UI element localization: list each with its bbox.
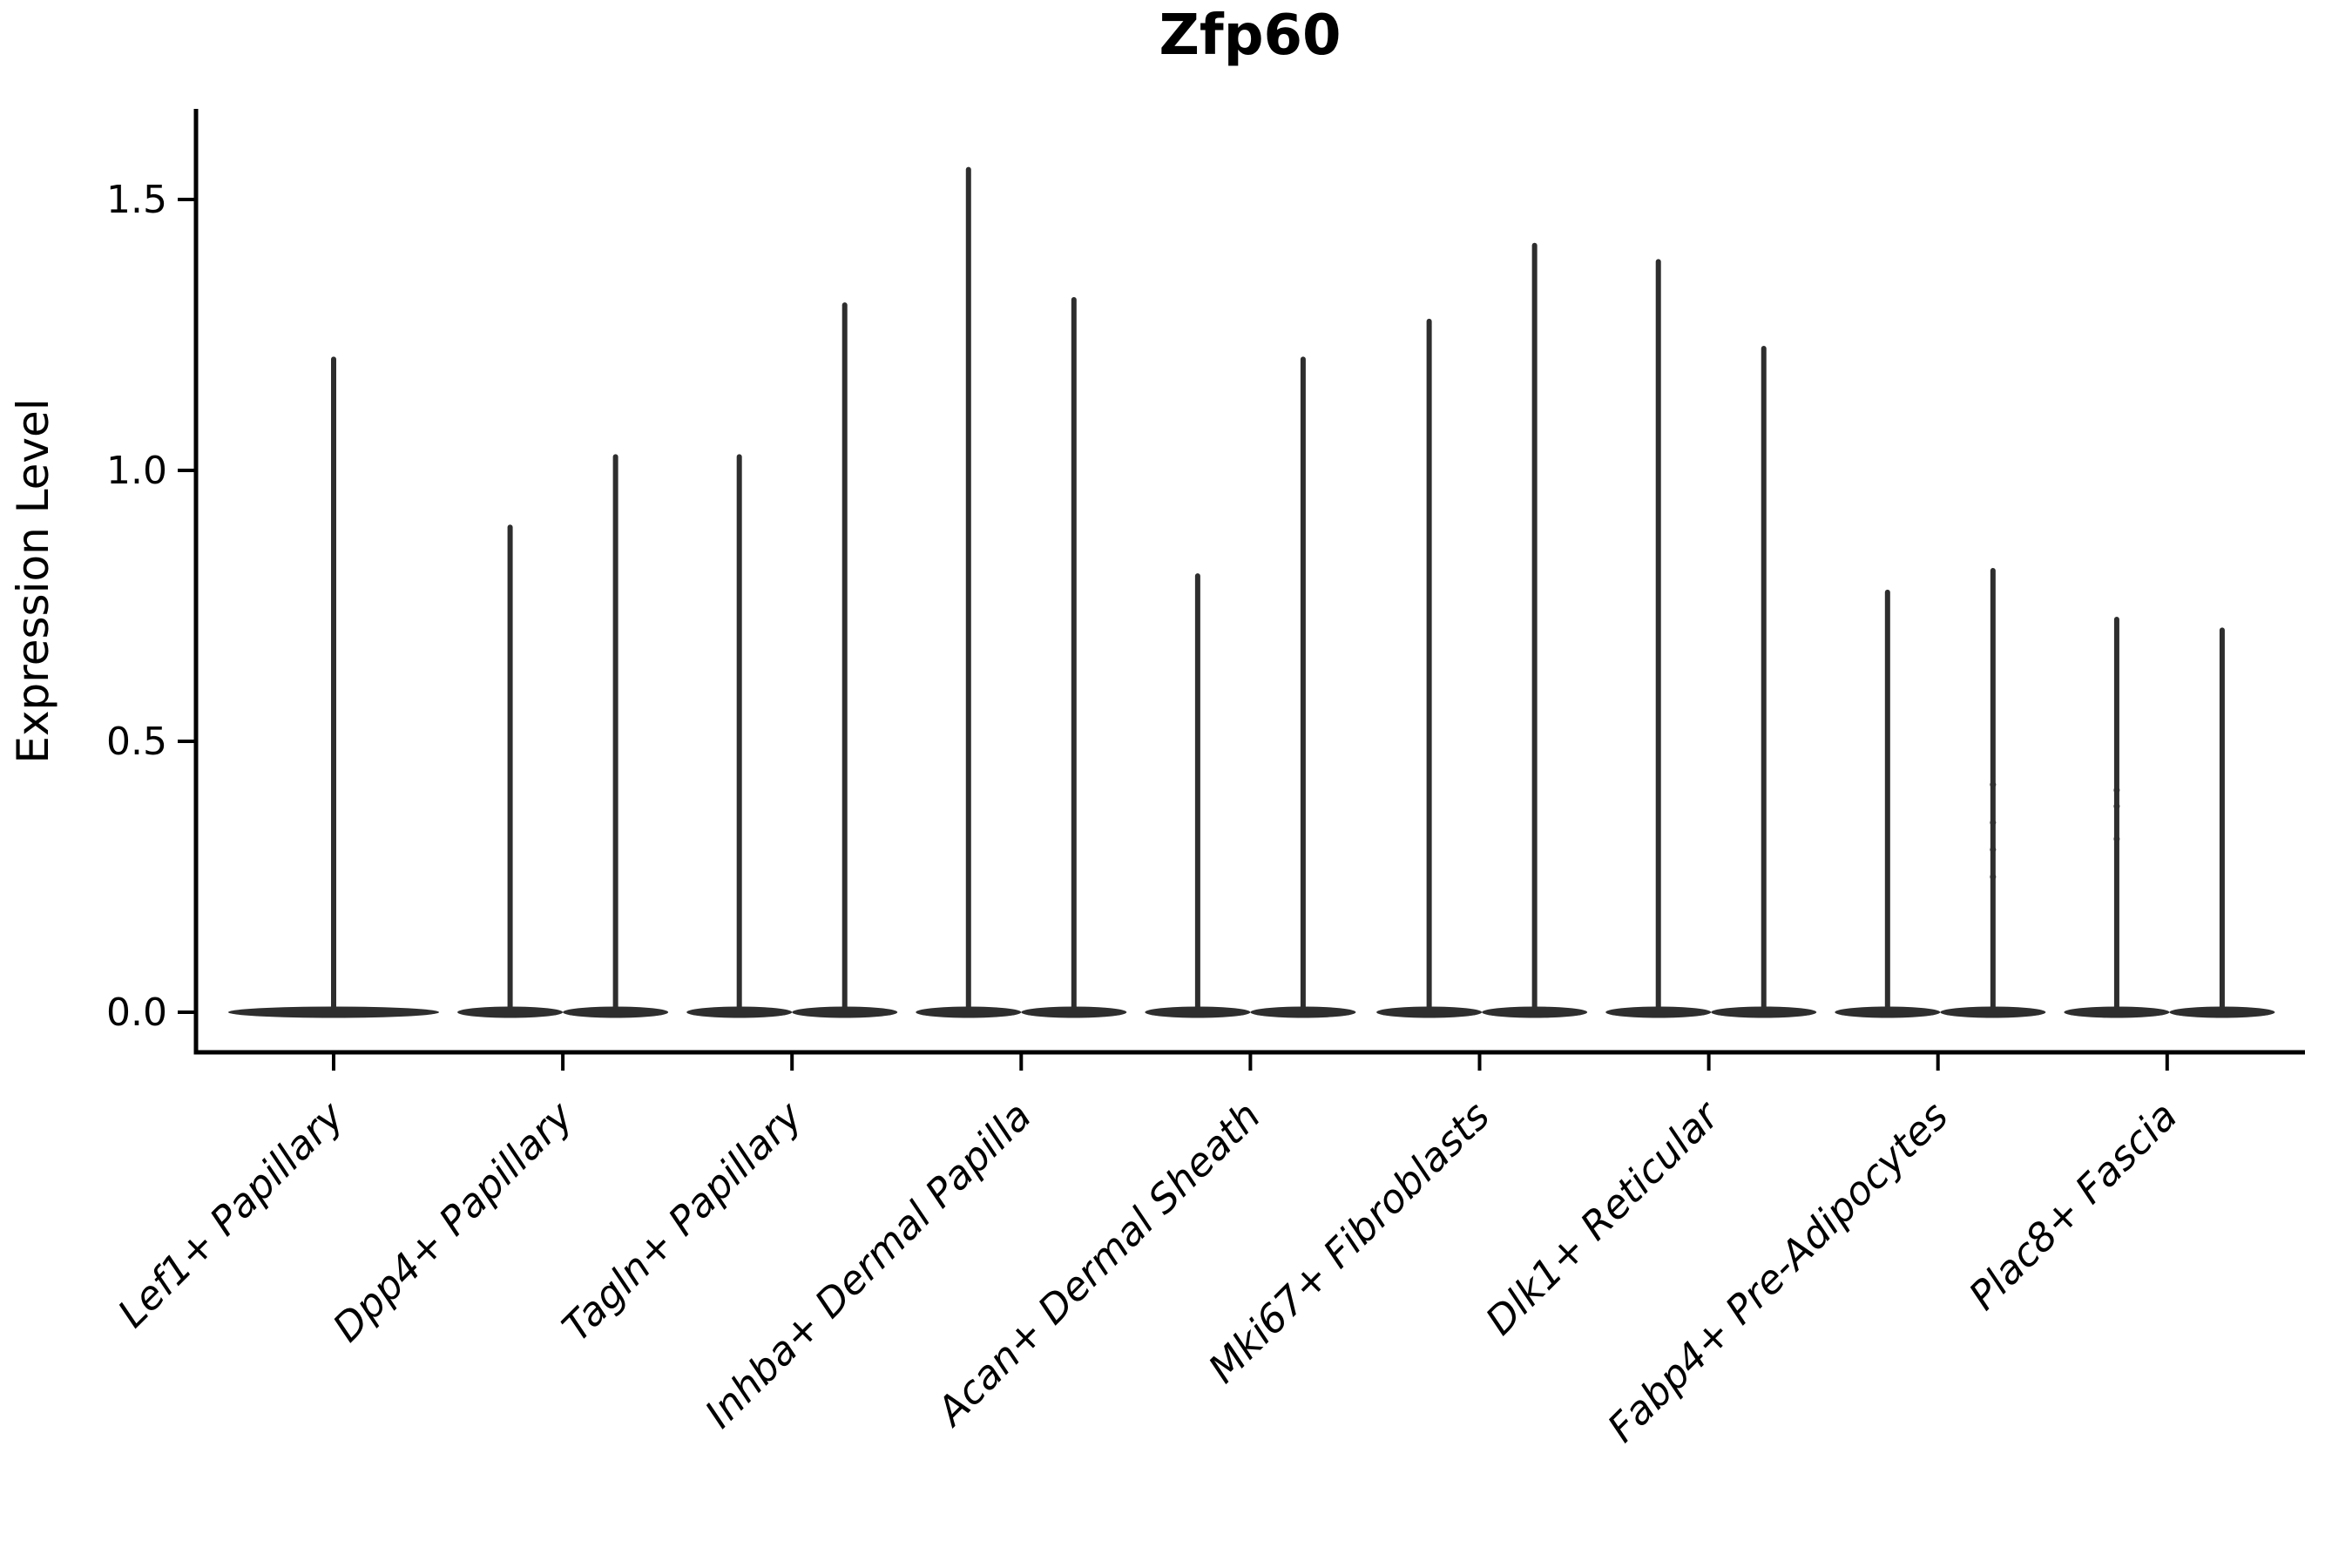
x-tick-label: Tagln+ Papillary bbox=[553, 1092, 812, 1350]
x-tick-label: Plac8+ Fascia bbox=[1960, 1092, 2186, 1319]
violin-category bbox=[227, 356, 440, 1018]
violins bbox=[227, 166, 2275, 1018]
violin-category bbox=[916, 166, 1127, 1018]
y-axis-ticks: 0.0 0.5 1.0 1.5 bbox=[106, 178, 196, 1035]
violin-category bbox=[2064, 616, 2275, 1018]
violin-body bbox=[2169, 1006, 2275, 1018]
violin-body bbox=[1605, 1006, 1712, 1018]
cell-point bbox=[1990, 874, 1997, 880]
violin-body bbox=[1376, 1006, 1483, 1018]
violin-category bbox=[1605, 259, 1817, 1018]
cell-point bbox=[1990, 819, 1997, 826]
violin-body bbox=[2064, 1006, 2170, 1018]
violin-body bbox=[686, 1006, 793, 1018]
violin-body bbox=[1021, 1006, 1127, 1018]
violin-body bbox=[1482, 1006, 1588, 1018]
y-tick-label: 1.0 bbox=[106, 449, 167, 493]
violin-category bbox=[1835, 567, 2046, 1018]
y-axis-title: Expression Level bbox=[8, 398, 58, 763]
y-tick-label: 0.5 bbox=[106, 720, 167, 764]
violin-body bbox=[1711, 1006, 1817, 1018]
violin-body bbox=[1250, 1006, 1356, 1018]
cell-point bbox=[2113, 787, 2120, 794]
x-tick-label: Lef1+ Papillary bbox=[109, 1092, 354, 1336]
y-tick-label: 0.0 bbox=[106, 990, 167, 1035]
violin-category bbox=[1145, 356, 1356, 1018]
x-tick-label: Dpp4+ Papillary bbox=[324, 1092, 583, 1350]
violin-body bbox=[1940, 1006, 2046, 1018]
violin-body bbox=[563, 1006, 669, 1018]
violin-category bbox=[1376, 242, 1588, 1018]
page-title: Zfp60 bbox=[1159, 3, 1341, 68]
violin-category bbox=[686, 302, 898, 1018]
x-tick-label: Dlk1+ Reticular bbox=[1477, 1092, 1729, 1344]
y-tick-label: 1.5 bbox=[106, 178, 167, 222]
violin-category bbox=[457, 454, 669, 1018]
violin-body bbox=[227, 1006, 440, 1018]
cell-point bbox=[2113, 835, 2120, 842]
cell-point bbox=[2113, 803, 2120, 810]
cell-point bbox=[1990, 846, 1997, 853]
cell-point bbox=[1990, 781, 1997, 788]
violin-body bbox=[792, 1006, 898, 1018]
violin-body bbox=[916, 1006, 1022, 1018]
violin-body bbox=[457, 1006, 564, 1018]
violin-body bbox=[1835, 1006, 1941, 1018]
violin-body bbox=[1145, 1006, 1251, 1018]
